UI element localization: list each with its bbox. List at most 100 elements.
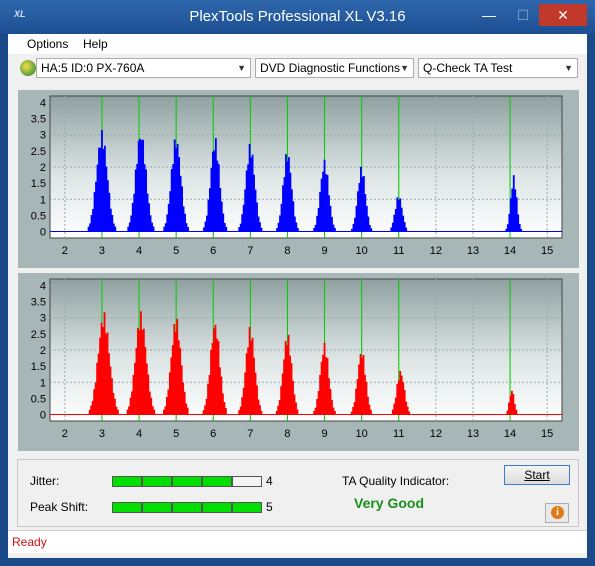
peak-shift-meter-segment: [202, 502, 232, 513]
histogram-bar: [145, 363, 148, 415]
histogram-bar: [361, 357, 363, 415]
histogram-bar: [397, 380, 400, 415]
histogram-bar: [94, 382, 97, 415]
x-tick-label: 14: [504, 428, 516, 440]
drive-select[interactable]: HA:5 ID:0 PX-760A ▼: [36, 58, 251, 78]
histogram-bar: [357, 191, 359, 232]
minimize-button[interactable]: —: [482, 7, 496, 23]
menu-options[interactable]: Options: [27, 37, 69, 51]
bottom-chart: 0 0.5 1 1.5 2 2.5 3 3.5 4 2 3 4 5 6 7 8 9 10 11 12 13 14 15: [18, 273, 579, 451]
x-tick-label: 3: [99, 245, 105, 257]
histogram-bar: [143, 164, 146, 232]
histogram-bar: [173, 323, 176, 415]
histogram-bar: [146, 193, 149, 232]
histogram-bar: [399, 198, 402, 232]
histogram-bar: [506, 224, 509, 232]
histogram-bar: [171, 345, 174, 415]
histogram-bar: [131, 202, 134, 232]
function-select-value: DVD Diagnostic Functions: [260, 61, 401, 75]
x-tick-label: 6: [210, 245, 216, 257]
histogram-bar: [323, 159, 326, 232]
histogram-bar: [176, 318, 179, 415]
histogram-bar: [285, 154, 287, 232]
peak-shift-meter-segment: [172, 502, 202, 513]
histogram-bar: [257, 399, 260, 415]
histogram-bar: [241, 214, 244, 232]
histogram-bar: [93, 389, 96, 415]
histogram-bar: [296, 228, 299, 232]
histogram-bar: [275, 411, 278, 415]
histogram-bar: [102, 148, 105, 232]
histogram-bar: [219, 367, 221, 415]
histogram-bar: [408, 411, 411, 415]
ta-quality-rating: Very Good: [354, 495, 425, 511]
histogram-bar: [251, 154, 254, 232]
histogram-bar: [513, 404, 516, 415]
x-tick-label: 5: [173, 245, 179, 257]
title-bar[interactable]: XL PlexTools Professional XL V3.16 — ☐ ✕: [0, 0, 595, 34]
y-tick-label: 0.5: [31, 393, 46, 405]
y-tick-label: 1: [40, 377, 46, 389]
function-select[interactable]: DVD Diagnostic Functions ▼: [255, 58, 414, 78]
histogram-bar: [282, 185, 284, 232]
histogram-bar: [361, 176, 364, 232]
histogram-bar: [99, 337, 101, 415]
close-button[interactable]: ✕: [539, 4, 587, 26]
histogram-bar: [320, 361, 323, 415]
histogram-bar: [220, 376, 223, 415]
histogram-bar: [217, 340, 220, 415]
histogram-bar: [109, 208, 112, 232]
drive-select-value: HA:5 ID:0 PX-760A: [41, 61, 145, 75]
histogram-bar: [391, 222, 394, 232]
maximize-button[interactable]: ☐: [516, 7, 530, 23]
histogram-bar: [290, 363, 293, 415]
y-tick-label: 3.5: [31, 297, 46, 309]
histogram-bar: [223, 402, 226, 415]
histogram-bar: [325, 357, 327, 415]
histogram-bar: [314, 224, 317, 232]
histogram-bar: [109, 366, 112, 415]
histogram-bar: [213, 328, 215, 415]
histogram-bar: [360, 166, 362, 232]
histogram-bar: [106, 180, 109, 232]
histogram-bar: [325, 174, 327, 232]
histogram-bar: [165, 396, 168, 415]
histogram-bar: [319, 374, 321, 415]
histogram-bar: [90, 405, 93, 415]
x-tick-label: 3: [99, 428, 105, 440]
histogram-bar: [289, 355, 291, 415]
histogram-bar: [352, 407, 355, 415]
histogram-bar: [206, 215, 208, 232]
chevron-down-icon: ▼: [400, 63, 409, 73]
histogram-bar: [292, 380, 294, 415]
histogram-bar: [220, 201, 223, 232]
histogram-bar: [284, 341, 287, 415]
histogram-bar: [508, 402, 510, 415]
start-button-label: Start: [524, 468, 550, 482]
histogram-bar: [223, 222, 226, 232]
y-tick-label: 2.5: [31, 146, 46, 158]
histogram-bar: [105, 333, 107, 415]
histogram-bar: [293, 216, 296, 232]
histogram-bar: [245, 353, 248, 415]
histogram-bar: [286, 345, 288, 415]
histogram-bar: [514, 189, 517, 232]
x-tick-label: 5: [173, 428, 179, 440]
histogram-bar: [150, 397, 153, 415]
histogram-bar: [280, 386, 283, 415]
histogram-bar: [248, 327, 251, 415]
test-select[interactable]: Q-Check TA Test ▼: [418, 58, 578, 78]
histogram-bar: [182, 206, 185, 232]
start-button[interactable]: Start: [504, 465, 570, 485]
histogram-bar: [508, 213, 511, 232]
histogram-bar: [394, 397, 397, 415]
histogram-bar: [400, 207, 403, 232]
histogram-bar: [313, 227, 316, 232]
menu-help[interactable]: Help: [83, 37, 108, 51]
info-button[interactable]: i: [545, 503, 569, 523]
status-text: Ready: [12, 535, 47, 549]
histogram-bar: [103, 312, 106, 415]
histogram-bar: [257, 216, 260, 232]
histogram-bar: [358, 364, 360, 415]
